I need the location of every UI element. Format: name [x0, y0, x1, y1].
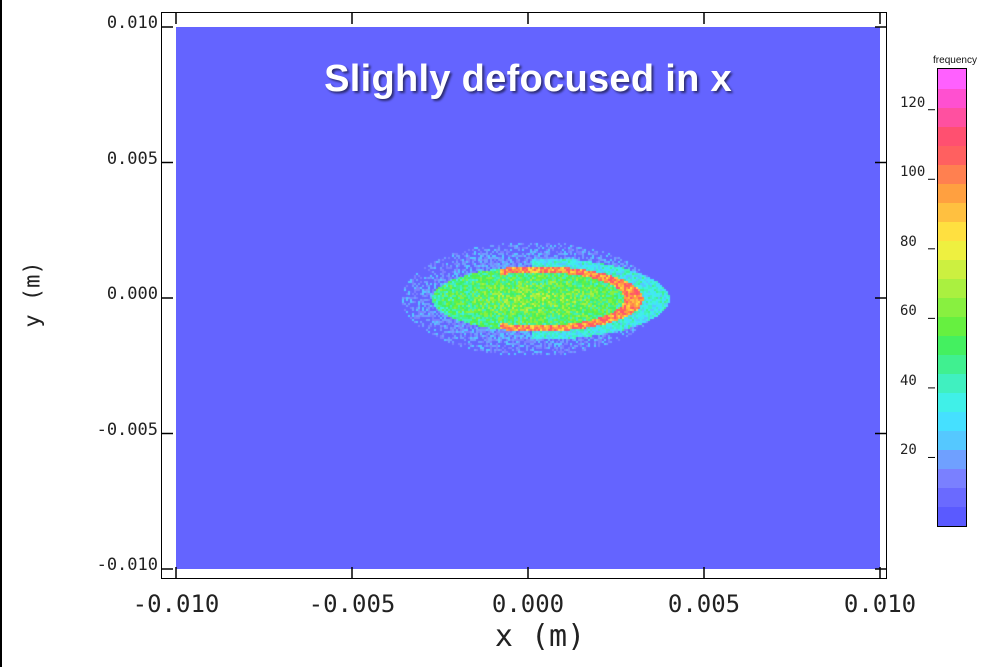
- colorbar-swatch: [938, 297, 966, 317]
- y-tick-label: 0.000: [106, 284, 158, 304]
- colorbar-swatch: [938, 240, 966, 260]
- colorbar-tick-label: 80: [900, 233, 917, 250]
- y-tick-label: -0.005: [96, 419, 158, 440]
- colorbar-swatch: [938, 107, 966, 127]
- colorbar-swatch: [938, 145, 966, 165]
- colorbar-swatch: [938, 449, 966, 469]
- chart-title: Slighly defocused in x: [324, 58, 732, 100]
- colorbar-swatch: [938, 392, 966, 412]
- colorbar-tick-label: 40: [900, 372, 917, 389]
- colorbar-swatch: [938, 259, 966, 279]
- colorbar-tick-label: 100: [900, 164, 926, 181]
- colorbar-swatch: [938, 88, 966, 108]
- colorbar-swatch: [938, 164, 966, 184]
- x-tick-label: -0.010: [132, 590, 220, 618]
- y-tick-label: 0.005: [106, 148, 158, 169]
- colorbar-swatch: [938, 316, 966, 336]
- x-axis-title: x (m): [494, 619, 586, 654]
- colorbar-tick-label: 120: [900, 94, 926, 111]
- colorbar-swatch: [938, 278, 966, 298]
- colorbar-swatch: [938, 506, 966, 526]
- colorbar-swatch: [938, 202, 966, 222]
- window-border: [0, 0, 2, 667]
- colorbar-swatch: [938, 373, 966, 393]
- colorbar: [937, 68, 967, 527]
- colorbar-swatch: [938, 221, 966, 241]
- colorbar-swatch: [938, 487, 966, 507]
- colorbar-swatch: [938, 183, 966, 203]
- colorbar-swatch: [938, 468, 966, 488]
- colorbar-swatch: [938, 335, 966, 355]
- colorbar-swatch: [938, 126, 966, 146]
- colorbar-tick-label: 60: [900, 303, 917, 320]
- colorbar-swatch: [938, 69, 966, 89]
- colorbar-tick-label: 20: [900, 442, 917, 459]
- plot-frame: [161, 12, 887, 579]
- colorbar-title: frequency: [933, 55, 977, 66]
- colorbar-swatch: [938, 430, 966, 450]
- x-tick-label: 0.010: [843, 590, 917, 618]
- x-tick-label: -0.005: [308, 590, 396, 618]
- y-axis-title: y (m): [20, 261, 46, 328]
- colorbar-swatch: [938, 411, 966, 431]
- x-tick-label: 0.000: [491, 590, 565, 618]
- y-tick-label: -0.010: [96, 555, 158, 575]
- x-tick-label: 0.005: [667, 590, 741, 618]
- y-tick-label: 0.010: [106, 13, 158, 33]
- colorbar-swatch: [938, 354, 966, 374]
- heatmap-image: [176, 27, 880, 569]
